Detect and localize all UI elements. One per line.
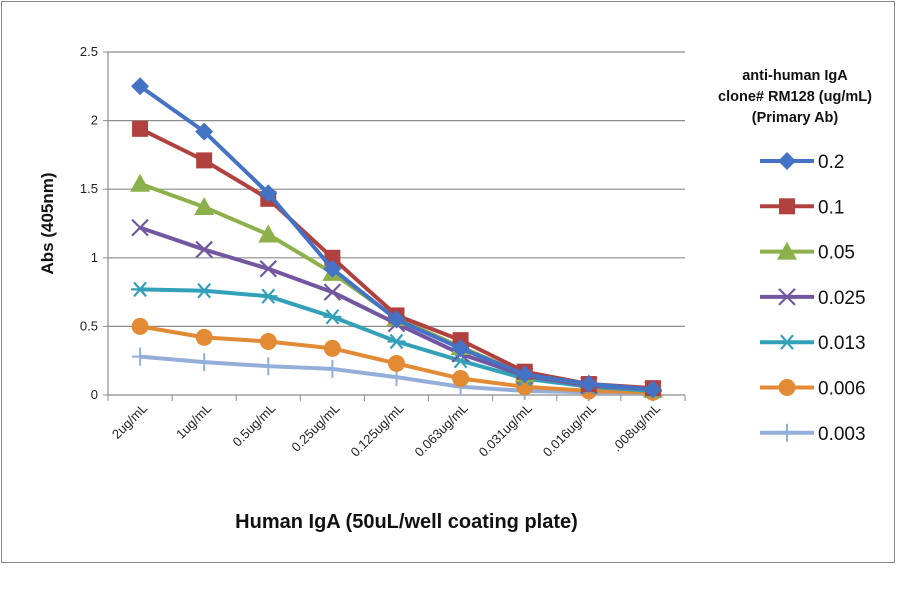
y-tick-label: 2.5 (80, 44, 98, 59)
circle-marker (778, 379, 796, 396)
plus-marker (779, 423, 795, 442)
legend-item: 0.05 (760, 241, 855, 264)
triangle-marker (777, 241, 797, 260)
legend-title-line: clone# RM128 (ug/mL) (718, 89, 872, 105)
circle-marker (131, 317, 149, 335)
x-tick-label: 0.125ug/mL (347, 401, 406, 460)
legend-item: 0.006 (760, 379, 866, 400)
legend-item: 0.013 (760, 333, 866, 354)
x-tick-label: .008ug/mL (609, 401, 663, 455)
diamond-marker (778, 152, 796, 170)
chart-frame (1, 1, 895, 563)
legend-label: 0.05 (818, 243, 855, 264)
legend-item: 0.1 (760, 197, 844, 218)
square-marker (196, 152, 213, 169)
x-tick-label: 0.016ug/mL (540, 401, 599, 460)
legend-item: 0.025 (760, 288, 866, 309)
plus-marker (132, 347, 149, 366)
diamond-marker (579, 375, 598, 394)
legend-label: 0.003 (818, 424, 866, 445)
y-tick-label: 1.5 (80, 181, 98, 196)
x-tick-label: 1ug/mL (173, 401, 214, 442)
y-tick-label: 1 (91, 250, 98, 265)
legend-label: 0.1 (818, 197, 844, 218)
legend-label: 0.2 (818, 152, 844, 173)
legend-title: anti-human IgA clone# RM128 (ug/mL) (Pri… (690, 66, 900, 129)
legend-label: 0.025 (818, 288, 866, 309)
y-tick-label: 2 (91, 113, 98, 128)
star-marker (259, 288, 278, 304)
x-tick-label: 0.5ug/mL (229, 401, 278, 450)
diamond-marker (323, 259, 342, 278)
x-marker (131, 218, 149, 237)
circle-marker (195, 328, 213, 346)
diamond-marker (515, 365, 534, 384)
series-0.2 (131, 77, 662, 399)
triangle-marker (130, 173, 151, 192)
diamond-marker (131, 77, 150, 96)
star-marker (387, 333, 406, 350)
x-marker (323, 283, 342, 301)
legend-item: 0.2 (760, 152, 844, 173)
plus-marker (260, 357, 277, 376)
x-axis-title: Human IgA (50uL/well coating plate) (235, 511, 578, 533)
legend-title-line: (Primary Ab) (751, 110, 839, 126)
x-tick-label: 0.063ug/mL (412, 401, 471, 460)
legend-label: 0.013 (818, 333, 866, 354)
x-tick-label: 0.031ug/mL (476, 401, 535, 460)
x-marker (778, 288, 796, 306)
star-marker (778, 334, 796, 350)
series-line (139, 127, 654, 391)
circle-marker (452, 370, 470, 388)
plus-marker (196, 353, 213, 372)
y-tick-label: 0 (91, 387, 98, 402)
circle-marker (323, 339, 341, 357)
triangle-marker (258, 224, 279, 243)
y-tick-label: 0.5 (80, 318, 98, 333)
plus-marker (324, 359, 341, 378)
series-line (138, 84, 654, 392)
square-marker (132, 120, 149, 137)
diamond-marker (451, 339, 470, 358)
circle-marker (259, 332, 277, 350)
diamond-marker (195, 122, 214, 141)
x-marker (259, 259, 278, 278)
legend-item: 0.003 (760, 424, 866, 445)
diamond-marker (259, 184, 278, 203)
series-0.1 (132, 120, 661, 397)
star-marker (131, 281, 150, 298)
diamond-marker (387, 310, 406, 329)
star-marker (195, 283, 214, 299)
x-marker (195, 240, 213, 259)
x-tick-label: 2ug/mL (109, 401, 150, 442)
square-marker (779, 198, 795, 215)
legend-label: 0.006 (818, 379, 866, 400)
star-marker (323, 309, 342, 325)
legend-title-line: anti-human IgA (742, 68, 848, 84)
diamond-marker (643, 380, 662, 399)
y-axis-title: Abs (405nm) (38, 172, 57, 274)
circle-marker (388, 354, 405, 372)
x-tick-label: 0.25ug/mL (288, 401, 342, 455)
triangle-marker (194, 197, 215, 216)
